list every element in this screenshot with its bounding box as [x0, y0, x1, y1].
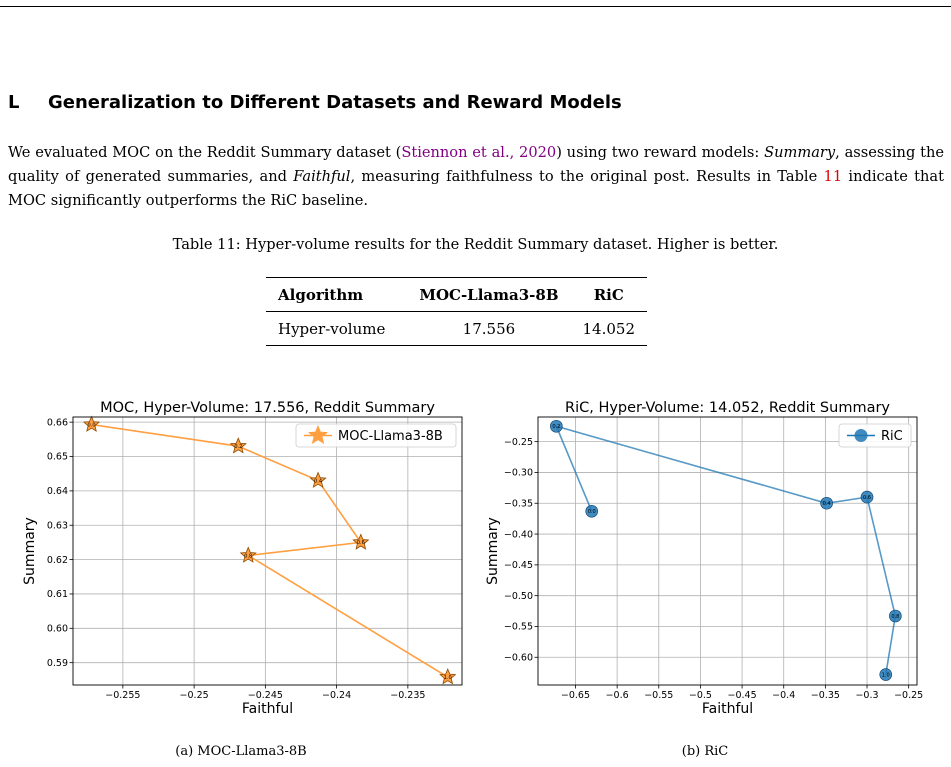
results-table: Algorithm MOC-Llama3-8B RiC Hyper-volume…	[266, 277, 648, 346]
data-point	[352, 533, 370, 550]
x-tick-label: −0.5	[689, 690, 712, 701]
plot-frame	[72, 416, 463, 686]
data-point	[585, 504, 599, 518]
data-label: 0.2	[234, 444, 242, 450]
x-tick-label: −0.4	[772, 690, 795, 701]
para-text: indicate that MOC significantly outperfo…	[8, 168, 944, 209]
data-label: 0.4	[314, 478, 322, 484]
y-axis-label: Summary	[22, 517, 38, 585]
x-tick-label: −0.6	[606, 690, 629, 701]
table-row: Hyper-volume 17.556 14.052	[266, 312, 648, 346]
section-number: L	[8, 92, 20, 113]
page-top-rule	[0, 6, 951, 7]
y-tick-label: −0.40	[504, 529, 533, 540]
para-text: , assessing the quality of generated sum…	[8, 144, 944, 185]
y-tick-label: 0.62	[47, 555, 68, 566]
x-tick-label: −0.245	[248, 690, 283, 701]
y-tick-label: −0.25	[504, 437, 533, 448]
y-tick-label: 0.65	[47, 452, 68, 463]
section-heading: L Generalization to Different Datasets an…	[8, 92, 622, 113]
cell-ric-value: 14.052	[582, 319, 636, 338]
chart-title: RiC, Hyper-Volume: 14.052, Reddit Summar…	[565, 400, 890, 416]
para-emphasis: Summary	[764, 144, 836, 161]
chart-title: MOC, Hyper-Volume: 17.556, Reddit Summar…	[100, 400, 435, 416]
y-tick-label: −0.35	[504, 498, 533, 509]
x-tick-label: −0.3	[855, 690, 878, 701]
legend-label: MOC-Llama3-8B	[338, 429, 443, 444]
cell-metric: Hyper-volume	[278, 319, 386, 338]
x-tick-label: −0.235	[390, 690, 425, 701]
table-ref-link[interactable]: 11	[823, 168, 843, 185]
y-tick-label: 0.60	[47, 624, 68, 635]
legend-marker	[854, 429, 868, 442]
header-algorithm: Algorithm	[278, 285, 364, 304]
data-point	[860, 490, 874, 504]
table-header-row: Algorithm MOC-Llama3-8B RiC	[266, 277, 648, 312]
data-label: 0.0	[88, 422, 96, 428]
x-tick-label: −0.25	[894, 690, 923, 701]
data-label: 0.8	[891, 614, 899, 620]
y-tick-label: −0.45	[504, 560, 533, 571]
data-label: 0.6	[357, 540, 365, 546]
data-label: 0.8	[244, 553, 252, 559]
body-paragraph: We evaluated MOC on the Reddit Summary d…	[8, 141, 944, 213]
legend-box	[295, 423, 457, 448]
y-tick-label: 0.66	[47, 417, 68, 428]
data-label: 1.0	[444, 675, 452, 681]
y-tick-label: 0.64	[47, 486, 68, 497]
data-point	[889, 609, 902, 623]
y-axis-label: Summary	[485, 517, 501, 585]
para-text: ) using two reward models:	[556, 144, 765, 161]
moc-chart: −0.255 −0.25 −0.245 −0.24 −0.2350.590.600.61…	[22, 400, 463, 717]
data-point	[239, 546, 257, 563]
data-label: 0.2	[552, 424, 560, 430]
x-tick-label: −0.24	[322, 690, 351, 701]
data-point	[550, 419, 563, 433]
data-point	[309, 471, 327, 488]
series-line	[91, 423, 449, 678]
figure-a-caption: (a) MOC-Llama3-8B	[175, 744, 307, 759]
x-tick-label: −0.35	[811, 690, 840, 701]
x-tick-label: −0.255	[105, 690, 140, 701]
y-tick-label: −0.30	[504, 468, 533, 479]
data-point	[820, 496, 833, 510]
para-text: We evaluated MOC on the Reddit Summary d…	[8, 144, 402, 161]
y-tick-label: −0.50	[504, 591, 533, 602]
para-emphasis: Faithful	[293, 168, 351, 185]
figure-b-caption: (b) RiC	[681, 744, 729, 759]
data-point	[229, 437, 247, 454]
table-caption: Table 11: Hyper-volume results for the R…	[172, 236, 779, 253]
data-label: 0.0	[588, 509, 596, 515]
x-axis-label: Faithful	[702, 701, 753, 717]
data-label: 0.6	[863, 495, 871, 501]
data-label: 1.0	[882, 672, 890, 678]
para-text: , measuring faithfulness to the original…	[350, 168, 824, 185]
y-tick-label: 0.63	[47, 520, 68, 531]
header-ric: RiC	[593, 285, 624, 304]
data-point	[879, 668, 893, 681]
cell-moc-value: 17.556	[462, 319, 516, 338]
ric-chart: −0.65 −0.6 −0.55 −0.5 −0.45 −0.4 −0.35 −0.3 −0.2…	[485, 400, 923, 717]
y-tick-label: −0.60	[504, 652, 533, 663]
legend-label: RiC	[881, 429, 903, 444]
y-tick-label: 0.59	[47, 658, 68, 669]
section-title: Generalization to Different Datasets and…	[48, 92, 622, 113]
y-tick-label: −0.55	[504, 622, 533, 633]
data-label: 0.4	[823, 501, 831, 507]
x-tick-label: −0.65	[561, 690, 590, 701]
y-tick-label: 0.61	[47, 589, 68, 600]
series-line	[554, 425, 897, 675]
legend-marker	[307, 424, 329, 445]
data-point	[82, 415, 101, 432]
x-tick-label: −0.55	[644, 690, 673, 701]
citation-link[interactable]: Stiennon et al., 2020	[401, 144, 557, 161]
x-tick-label: −0.25	[180, 690, 209, 701]
plot-frame	[537, 416, 918, 686]
header-moc: MOC-Llama3-8B	[419, 285, 559, 304]
x-axis-label: Faithful	[242, 701, 293, 717]
data-point	[439, 668, 457, 685]
x-tick-label: −0.45	[728, 690, 757, 701]
